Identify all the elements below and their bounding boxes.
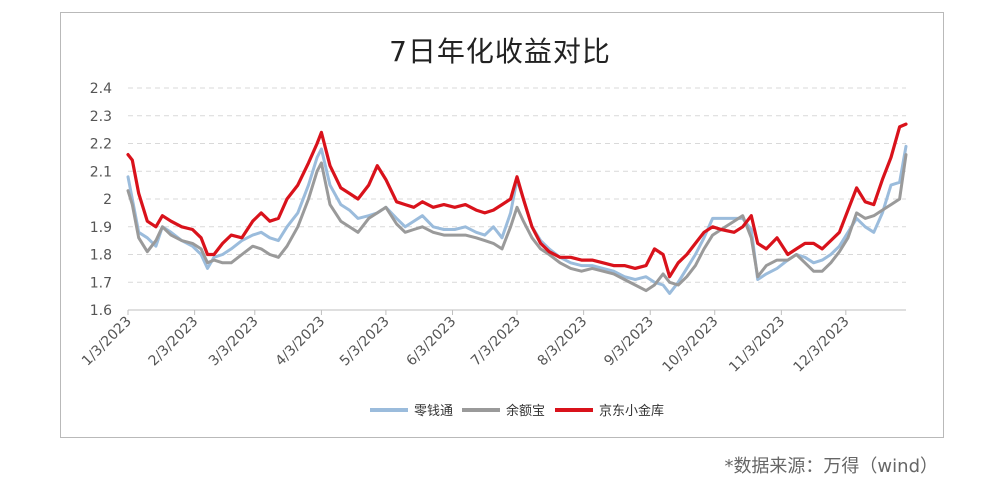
x-tick-label: 9/3/2023 [601,314,657,370]
y-tick-label: 1.9 [90,220,112,236]
x-tick-label: 8/3/2023 [535,314,591,370]
x-tick-label: 4/3/2023 [272,314,328,370]
legend-label: 零钱通 [414,404,453,419]
x-tick-label: 5/3/2023 [337,314,393,370]
y-tick-label: 1.7 [90,275,112,291]
y-tick-label: 2.3 [90,109,112,125]
x-tick-label: 6/3/2023 [404,314,460,370]
x-tick-label: 1/3/2023 [79,314,135,370]
y-tick-label: 1.8 [90,248,112,264]
grid-lines [128,87,906,283]
y-tick-label: 2.1 [90,164,112,180]
x-tick-label: 12/3/2023 [791,314,853,376]
x-axis: 1/3/2023 2/3/2023 3/3/2023 4/3/2023 5/3/2023… [79,309,906,376]
y-tick-label: 2 [103,192,112,208]
y-axis-ticks: 1.6 1.7 1.8 1.9 2 2.1 2.2 2.3 2.4 [90,81,112,319]
x-tick-label: 2/3/2023 [146,314,202,370]
y-tick-label: 1.6 [90,303,112,319]
legend-label: 余额宝 [506,403,545,419]
y-tick-label: 2.4 [90,81,112,97]
x-tick-label: 11/3/2023 [726,314,788,376]
x-tick-label: 10/3/2023 [659,314,721,376]
legend-label: 京东小金库 [599,403,664,419]
series-line-2 [126,153,908,293]
legend: 零钱通 余额宝 京东小金库 [370,403,664,419]
chart-frame [60,12,944,438]
x-tick-label: 3/3/2023 [206,314,262,370]
series-line-1 [126,144,908,295]
x-tick-label: 7/3/2023 [468,314,524,370]
source-note: *数据来源：万得（wind） [724,456,938,477]
series-line-3 [126,122,908,279]
y-tick-label: 2.2 [90,137,112,153]
chart-title: 7日年化收益对比 [389,35,611,68]
series-lines [126,122,908,295]
